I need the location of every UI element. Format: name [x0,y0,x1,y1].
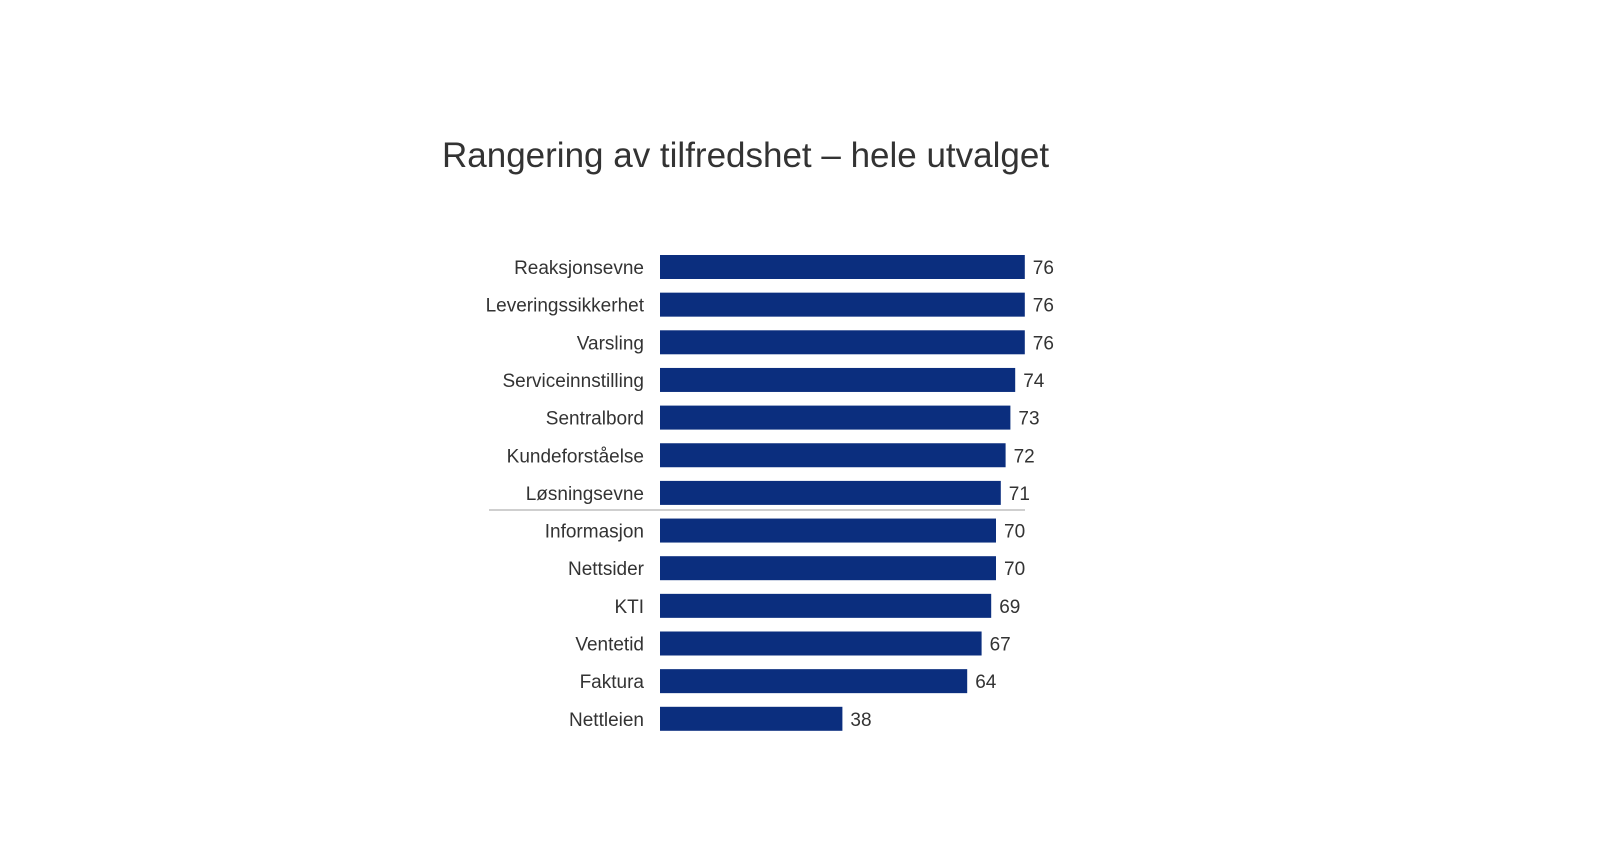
value-label: 70 [1004,522,1025,543]
value-label: 72 [1014,446,1035,467]
value-label: 74 [1023,371,1045,392]
category-label: Reaksjonsevne [514,258,644,279]
category-label: Informasjon [545,522,644,543]
category-label: Sentralbord [546,409,644,430]
bar [660,556,996,581]
value-label: 73 [1018,409,1039,430]
bar [660,405,1011,430]
category-label: Varsling [577,333,644,354]
bar [660,443,1006,468]
category-label: KTI [614,597,644,618]
value-label: 69 [999,597,1020,618]
category-label: Ventetid [575,635,644,656]
bar [660,593,992,618]
value-label: 38 [850,710,871,731]
value-label: 71 [1009,484,1030,505]
value-label: 76 [1033,333,1054,354]
category-label: Faktura [580,672,645,693]
category-label: Nettsider [568,559,645,580]
bar [660,480,1001,505]
bar [660,631,982,656]
value-label: 67 [990,635,1011,656]
category-label: Løsningsevne [526,484,644,505]
chart-title: Rangering av tilfredshet – hele utvalget [442,136,1050,175]
value-label: 76 [1033,296,1054,317]
category-label: Kundeforståelse [507,446,644,467]
category-label: Nettleien [569,710,644,731]
bar [660,255,1025,279]
bar [660,518,996,543]
bar [660,292,1025,317]
bars-group: Reaksjonsevne 76 Leveringssikkerhet 76 Varsl… [486,255,1054,731]
bar [660,706,843,731]
bar [660,330,1025,355]
bar [660,669,968,694]
value-label: 64 [975,672,997,693]
category-label: Serviceinnstilling [502,371,644,392]
bar [660,367,1016,392]
value-label: 76 [1033,258,1054,279]
category-label: Leveringssikkerhet [486,296,645,317]
value-label: 70 [1004,559,1025,580]
